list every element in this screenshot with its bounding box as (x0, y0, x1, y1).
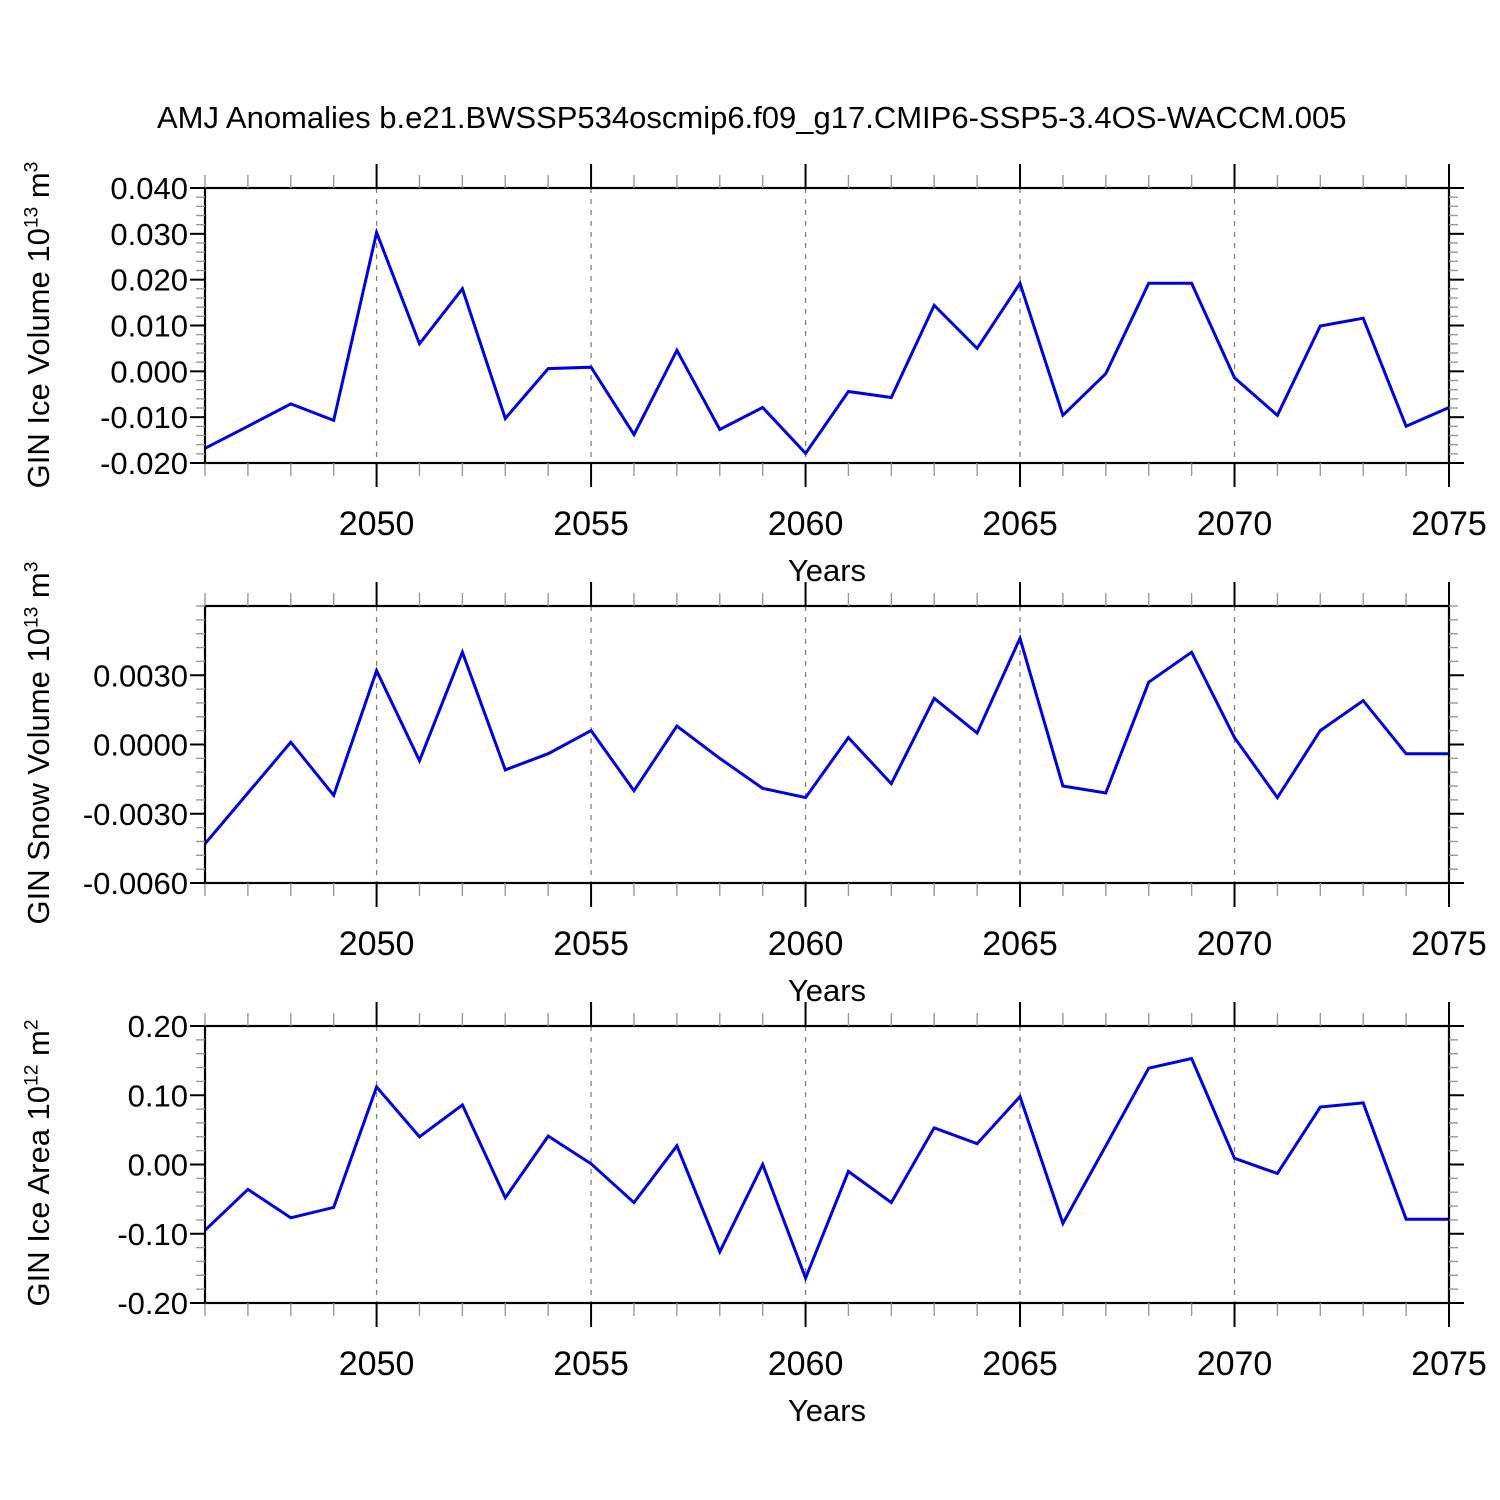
y-tick-label: -0.10 (117, 1217, 188, 1252)
x-tick-label: 2075 (1411, 505, 1487, 543)
y-tick-label: 0.00 (128, 1148, 188, 1183)
y-axis-label-text: GIN Snow Volume 1013 m3 (21, 561, 56, 925)
x-tick-labels: 2050 2055 2060 2065 2070 2075 (339, 505, 1487, 543)
x-tick-label: 2050 (339, 925, 415, 963)
x-tick-label: 2070 (1197, 925, 1273, 963)
x-tick-label: 2065 (982, 1345, 1058, 1383)
x-tick-label: 2070 (1197, 1345, 1273, 1383)
axis-ticks (190, 582, 1464, 907)
x-tick-label: 2065 (982, 925, 1058, 963)
x-tick-label: 2055 (553, 505, 629, 543)
y-axis-label-text: GIN Ice Volume 1013 m3 (21, 161, 56, 489)
y-tick-labels: 0.20 0.10 0.00 -0.10 -0.20 (117, 1009, 188, 1321)
figure-title: AMJ Anomalies b.e21.BWSSP534oscmip6.f09_… (157, 100, 1347, 135)
x-tick-labels: 2050 2055 2060 2065 2070 2075 (339, 1345, 1487, 1383)
x-tick-labels: 2050 2055 2060 2065 2070 2075 (339, 925, 1487, 963)
x-tick-label: 2055 (553, 925, 629, 963)
x-tick-label: 2050 (339, 505, 415, 543)
chart-panel-0: 0.040 0.030 0.020 0.010 0.000 -0.010 -0.020 205… (100, 164, 1487, 543)
y-tick-label: -0.20 (117, 1286, 188, 1321)
axis-ticks (190, 164, 1464, 487)
x-tick-label: 2055 (553, 1345, 629, 1383)
x-tick-label: 2070 (1197, 505, 1273, 543)
data-line (203, 633, 1449, 845)
x-tick-label: 2075 (1411, 925, 1487, 963)
x-tick-label: 2060 (768, 925, 844, 963)
y-tick-labels: 0.0030 0.0000 -0.0030 -0.0060 (83, 658, 188, 901)
y-axis-label-text: GIN Ice Area 1012 m2 (21, 1019, 56, 1307)
x-gridlines (375, 1026, 1236, 1303)
y-tick-label: 0.20 (128, 1009, 188, 1044)
x-tick-label: 2050 (339, 1345, 415, 1383)
data-line (204, 227, 1450, 456)
y-tick-label: -0.020 (100, 446, 188, 481)
x-tick-label: 2060 (768, 505, 844, 543)
y-tick-labels: 0.040 0.030 0.020 0.010 0.000 -0.010 -0.020 (100, 171, 188, 481)
x-gridlines (375, 188, 1236, 463)
y-tick-label: 0.010 (110, 309, 188, 344)
x-axis-title-panel1: Years (787, 553, 867, 588)
x-gridlines (375, 606, 1236, 883)
x-axis-title-panel3: Years (787, 1393, 867, 1428)
plot-frame (203, 1024, 1451, 1305)
y-axis-label-ice-volume: GIN Ice Volume 1013 m3 (8, 162, 70, 489)
y-tick-label: -0.0060 (83, 866, 188, 901)
x-tick-label: 2060 (768, 1345, 844, 1383)
y-tick-label: 0.000 (110, 354, 188, 389)
y-tick-label: 0.040 (110, 171, 188, 206)
axis-ticks (190, 1002, 1464, 1327)
data-line (203, 1056, 1449, 1283)
y-tick-label: 0.0030 (93, 658, 188, 693)
y-tick-label: 0.0000 (93, 728, 188, 763)
y-axis-label-snow-volume: GIN Snow Volume 1013 m3 (8, 562, 70, 925)
y-tick-label: 0.030 (110, 217, 188, 252)
y-tick-label: 0.10 (128, 1078, 188, 1113)
plot-frame (203, 604, 1451, 885)
y-tick-label: -0.010 (100, 400, 188, 435)
y-axis-label-ice-area: GIN Ice Area 1012 m2 (8, 1008, 70, 1318)
x-tick-label: 2065 (982, 505, 1058, 543)
y-tick-label: 0.020 (110, 263, 188, 298)
x-tick-label: 2075 (1411, 1345, 1487, 1383)
y-tick-label: -0.0030 (83, 797, 188, 832)
x-axis-title-panel2: Years (787, 973, 867, 1008)
